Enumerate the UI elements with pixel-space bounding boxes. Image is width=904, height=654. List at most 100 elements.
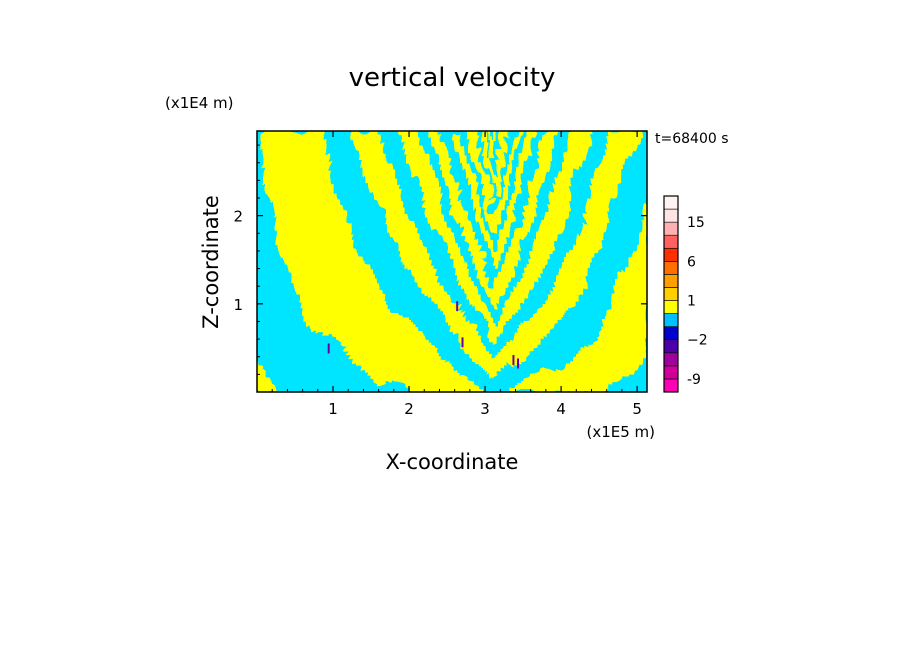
field-band-positive — [476, 311, 489, 315]
field-band-positive — [482, 272, 489, 276]
field-band-positive — [287, 263, 366, 267]
field-band-positive — [419, 188, 438, 192]
field-band-positive — [512, 338, 540, 342]
field-band-positive — [500, 353, 528, 357]
field-band-positive — [452, 266, 468, 270]
field-band-positive — [269, 188, 336, 192]
colorbar-segment — [663, 313, 679, 327]
field-band-positive — [269, 197, 339, 201]
field-band-positive — [374, 191, 402, 195]
field-band-positive — [416, 179, 435, 183]
field-band-positive — [638, 236, 647, 240]
field-band-positive — [440, 164, 453, 168]
field-band-positive — [491, 194, 498, 198]
field-band-positive — [401, 257, 429, 261]
field-band-positive — [521, 155, 531, 159]
field-band-positive — [431, 137, 444, 141]
field-band-positive — [503, 266, 513, 270]
field-band-positive — [389, 233, 417, 237]
field-band-positive — [539, 233, 558, 237]
field-band-positive — [512, 191, 519, 195]
field-band-positive — [476, 359, 516, 363]
field-band-positive — [452, 263, 468, 267]
field-band-positive — [479, 227, 486, 231]
field-band-positive — [530, 182, 546, 186]
field-band-positive — [608, 140, 639, 144]
field-band-positive — [503, 185, 507, 189]
field-band-positive — [542, 221, 561, 225]
field-band-positive — [479, 317, 492, 321]
field-band-positive — [524, 212, 534, 216]
field-band-positive — [497, 248, 504, 252]
field-band-positive — [470, 245, 480, 249]
field-band-positive — [599, 164, 624, 168]
field-band-positive — [263, 152, 327, 156]
field-band-positive — [491, 374, 498, 378]
field-band-positive — [524, 209, 534, 213]
field-band-positive — [599, 158, 627, 162]
field-band-positive — [296, 293, 381, 297]
field-band-positive — [260, 131, 321, 135]
field-band-positive — [509, 158, 513, 162]
field-band-positive — [413, 170, 432, 174]
field-band-positive — [473, 206, 480, 210]
field-band-positive — [455, 206, 465, 210]
field-band-positive — [257, 380, 270, 384]
field-band-positive — [476, 263, 486, 267]
field-band-positive — [566, 152, 585, 156]
field-band-positive — [473, 158, 480, 162]
field-band-positive — [644, 212, 647, 216]
field-band-positive — [449, 191, 462, 195]
field-band-positive — [524, 146, 534, 150]
x-unit-label: (x1E5 m) — [586, 423, 655, 441]
field-band-positive — [476, 170, 483, 174]
field-band-positive — [428, 131, 441, 135]
field-band-positive — [431, 215, 447, 219]
field-band-positive — [551, 197, 570, 201]
field-band-positive — [485, 155, 489, 159]
field-band-positive — [563, 161, 582, 165]
field-band-positive — [536, 239, 555, 243]
field-band-positive — [524, 206, 537, 210]
field-band-positive — [473, 251, 480, 255]
field-band-positive — [257, 386, 273, 390]
field-band-positive — [488, 209, 492, 213]
field-band-positive — [434, 227, 453, 231]
field-band-positive — [485, 197, 489, 201]
field-band-positive — [482, 233, 489, 237]
field-band-positive — [596, 173, 621, 177]
field-band-positive — [557, 275, 588, 279]
field-band-positive — [560, 173, 576, 177]
field-band-positive — [497, 137, 501, 141]
field-band-positive — [434, 221, 450, 225]
field-band-positive — [629, 257, 647, 261]
field-band-positive — [410, 269, 438, 273]
field-band-positive — [506, 257, 519, 261]
field-band-positive — [293, 290, 378, 294]
field-band-positive — [278, 239, 357, 243]
field-band-positive — [509, 155, 516, 159]
field-band-positive — [287, 266, 366, 270]
field-band-positive — [548, 293, 579, 297]
field-band-positive — [575, 242, 603, 246]
field-band-positive — [296, 296, 384, 300]
field-band-positive — [482, 152, 489, 156]
field-band-positive — [638, 233, 647, 237]
field-band-positive — [488, 212, 501, 216]
field-band-positive — [485, 200, 492, 204]
field-band-positive — [482, 146, 489, 150]
field-band-positive — [377, 203, 405, 207]
field-band-positive — [605, 146, 636, 150]
field-band-positive — [530, 317, 564, 321]
field-band-positive — [422, 284, 447, 288]
field-band-positive — [641, 227, 647, 231]
field-band-positive — [269, 185, 336, 189]
field-band-positive — [491, 155, 498, 159]
field-band-positive — [584, 215, 612, 219]
field-band-positive — [500, 272, 513, 276]
field-band-positive — [569, 359, 642, 363]
field-band-positive — [362, 164, 390, 168]
field-band-positive — [569, 137, 588, 141]
field-band-positive — [569, 146, 585, 150]
field-band-positive — [470, 197, 480, 201]
